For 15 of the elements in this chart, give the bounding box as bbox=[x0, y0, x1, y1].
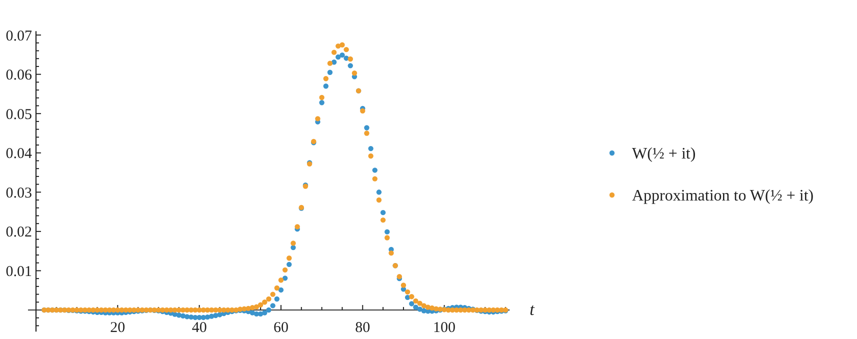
y-tick-label: 0.05 bbox=[6, 106, 32, 123]
x-tick-label: 40 bbox=[192, 320, 207, 336]
x-tick-label: 100 bbox=[433, 320, 456, 336]
y-tick-label: 0.04 bbox=[6, 146, 32, 162]
y-tick-label: 0.06 bbox=[6, 68, 32, 84]
y-tick-label: 0.03 bbox=[6, 185, 32, 202]
y-tick-label: 0.01 bbox=[6, 264, 32, 280]
x-tick-label: 60 bbox=[273, 320, 288, 336]
x-tick-label: 80 bbox=[355, 320, 370, 336]
y-tick-label: 0.02 bbox=[6, 224, 32, 241]
legend-label: W(½ + it) bbox=[632, 146, 696, 163]
x-tick-label: 20 bbox=[110, 320, 126, 336]
x-axis-title: t bbox=[530, 300, 536, 320]
legend-label: Approximation to W(½ + it) bbox=[632, 188, 814, 205]
y-tick-label: 0.07 bbox=[6, 28, 32, 44]
